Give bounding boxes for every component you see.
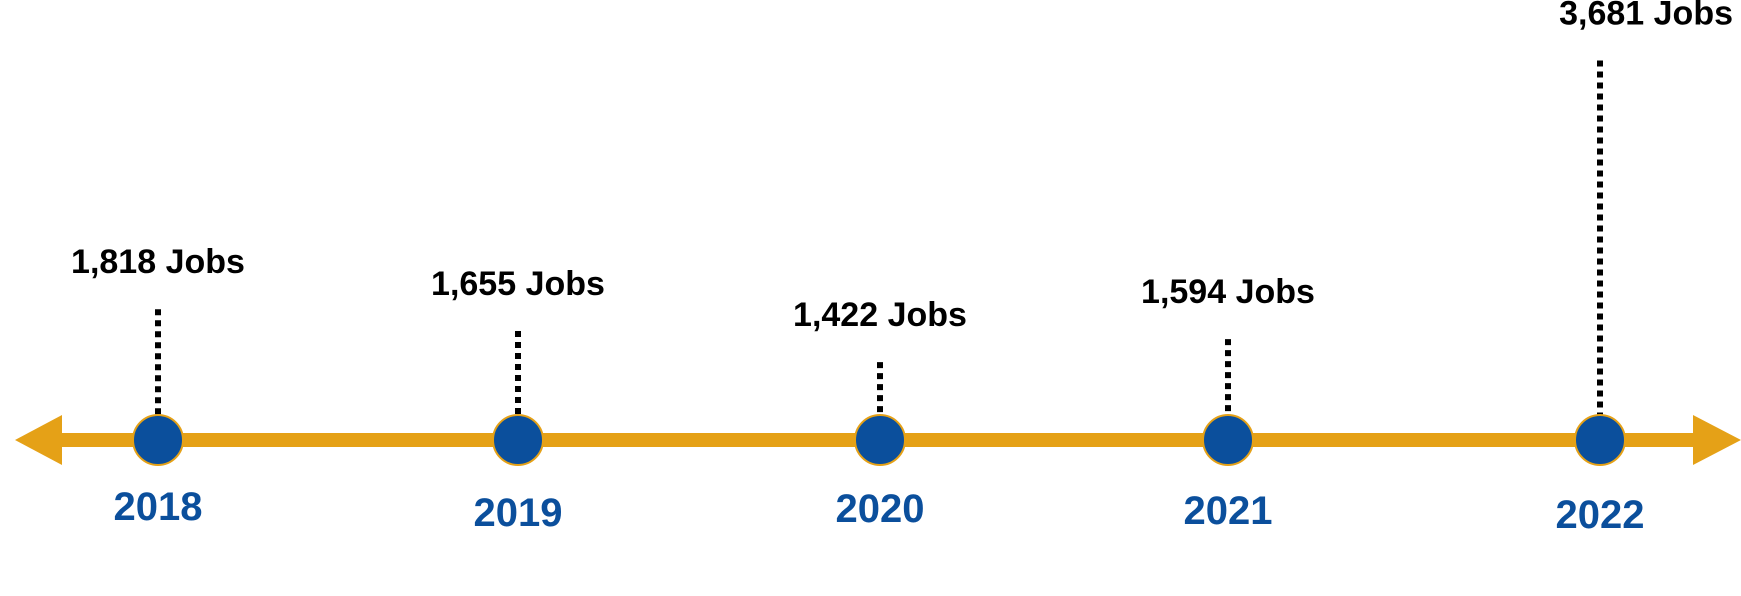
right-arrowhead [1693, 415, 1741, 465]
value-label-2022: 3,681 Jobs [1559, 0, 1733, 33]
year-label-2018: 2018 [114, 485, 203, 529]
year-marker-2022 [1575, 415, 1625, 465]
value-labels-group: 1,818 Jobs 1,655 Jobs 1,422 Jobs 1,594 Jobs… [71, 0, 1733, 334]
value-label-2018: 1,818 Jobs [71, 243, 245, 281]
year-marker-2020 [855, 415, 905, 465]
leader-lines-group [158, 61, 1600, 415]
year-marker-2018 [133, 415, 183, 465]
year-label-2021: 2021 [1184, 489, 1273, 533]
value-label-2020: 1,422 Jobs [793, 296, 967, 334]
year-label-2020: 2020 [836, 487, 925, 531]
left-arrowhead [15, 415, 62, 465]
year-label-2019: 2019 [474, 491, 563, 535]
year-marker-2021 [1203, 415, 1253, 465]
year-labels-group: 2018 2019 2020 2021 2022 [114, 485, 1645, 537]
year-marker-2019 [493, 415, 543, 465]
year-label-2022: 2022 [1556, 493, 1645, 537]
value-label-2021: 1,594 Jobs [1141, 273, 1315, 311]
value-label-2019: 1,655 Jobs [431, 265, 605, 303]
